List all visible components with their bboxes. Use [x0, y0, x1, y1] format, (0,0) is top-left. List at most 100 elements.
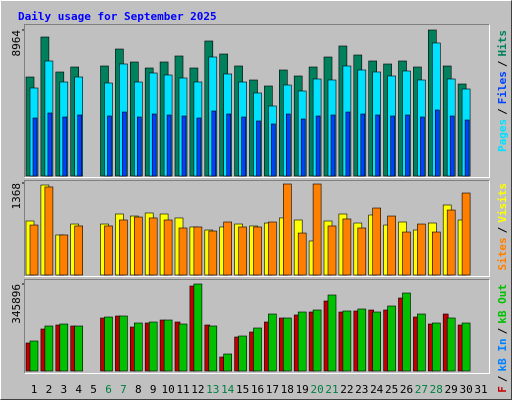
bar [297, 311, 307, 372]
x-tick-label: 10 [161, 383, 174, 396]
bar [193, 226, 203, 276]
panel-bevel-light [24, 279, 490, 374]
bar [285, 113, 291, 177]
bar [390, 115, 395, 177]
bar [208, 325, 218, 372]
bar [372, 207, 382, 276]
bar [47, 112, 53, 177]
bar [300, 118, 306, 177]
bar [271, 123, 276, 177]
x-tick-label: 3 [60, 383, 67, 396]
bar [268, 313, 277, 372]
bar [104, 316, 113, 372]
bar [32, 117, 38, 177]
bar [148, 217, 158, 276]
panel-bevel-dark [24, 24, 490, 178]
y-tick-label: 1368 [10, 183, 23, 210]
bar [327, 225, 337, 276]
bar [282, 317, 292, 372]
bar [107, 115, 112, 177]
x-tick-label: 2 [46, 383, 53, 396]
panel-bevel-dark [24, 180, 490, 277]
bar [196, 117, 202, 177]
x-tick-label: 12 [191, 383, 204, 396]
bar [193, 283, 203, 372]
x-tick-label: 5 [90, 383, 97, 396]
bar [223, 353, 232, 372]
bar [59, 234, 69, 276]
x-tick-label: 23 [355, 383, 368, 396]
bar [148, 321, 158, 372]
bar [29, 340, 39, 372]
bar [312, 183, 322, 276]
panel-bevel-light [24, 24, 490, 178]
bar [461, 192, 471, 276]
x-tick-label: 22 [340, 383, 353, 396]
bar [417, 223, 426, 276]
x-tick-label: 29 [445, 383, 458, 396]
legend-separator: / [496, 327, 509, 334]
bar [449, 115, 455, 177]
bar [122, 111, 127, 177]
bar [256, 120, 261, 177]
legend-separator: / [496, 60, 509, 67]
bar [327, 294, 337, 372]
panel-bevel-dark [24, 279, 490, 374]
bar [330, 114, 336, 177]
y-tick-label: 8964 [10, 30, 23, 57]
legend: Pages / Files / Hits [496, 30, 509, 152]
bar [461, 322, 471, 372]
bar [357, 308, 367, 372]
bar [137, 116, 142, 177]
bar [181, 115, 187, 177]
x-tick-label: 27 [415, 383, 428, 396]
bar [375, 114, 381, 177]
bar [151, 113, 157, 177]
bar [372, 311, 382, 372]
legend-entry: Sites [496, 237, 509, 270]
x-tick-label: 8 [135, 383, 142, 396]
x-tick-label: 19 [296, 383, 309, 396]
bar [223, 221, 232, 276]
x-tick-label: 4 [75, 383, 82, 396]
legend-entry: Pages [496, 119, 509, 152]
legend-separator: / [496, 108, 509, 115]
legend: Sites / Visits [496, 183, 509, 271]
x-tick-label: 7 [120, 383, 127, 396]
bar [211, 110, 217, 177]
x-tick-label: 17 [266, 383, 279, 396]
bar [226, 113, 231, 177]
x-tick-label: 11 [176, 383, 189, 396]
chart-title: Daily usage for September 2025 [18, 10, 217, 23]
x-tick-label: 31 [474, 383, 487, 396]
x-tick-label: 1 [31, 383, 38, 396]
bar [402, 231, 411, 276]
bar [342, 218, 352, 276]
bar [434, 109, 440, 177]
legend-entry: Hits [496, 30, 509, 57]
panel-bevel-light [24, 180, 490, 277]
bar [134, 322, 143, 372]
bar [163, 319, 173, 372]
bar [59, 323, 69, 372]
bar [62, 116, 68, 177]
bar [315, 115, 321, 177]
bar [420, 116, 425, 177]
bar [405, 114, 410, 177]
bar [178, 323, 188, 372]
bar [134, 216, 143, 276]
bar [119, 219, 128, 276]
x-tick-label: 16 [251, 383, 264, 396]
bar [345, 111, 351, 177]
bar [119, 315, 128, 372]
x-tick-label: 9 [150, 383, 157, 396]
bar [297, 232, 307, 276]
bar [268, 221, 277, 276]
bar [342, 310, 352, 372]
bar [166, 114, 172, 177]
bar [387, 305, 396, 372]
bar [402, 292, 411, 372]
x-tick-label: 20 [310, 383, 323, 396]
bar [387, 215, 396, 276]
